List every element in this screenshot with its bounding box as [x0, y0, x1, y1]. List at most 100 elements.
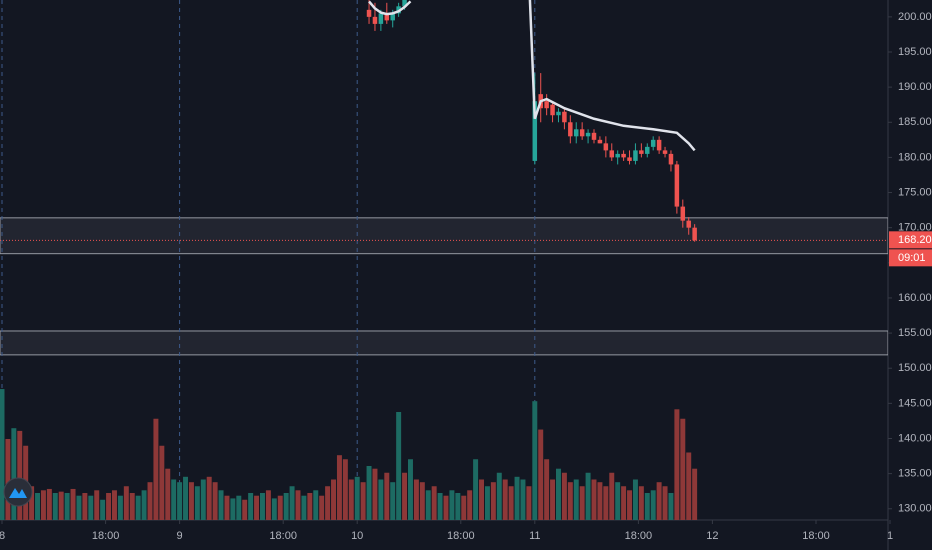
volume-bar [200, 479, 206, 520]
volume-bar [455, 493, 461, 520]
axes: 130.00 135.00 140.00 145.00 150.00 155.00 160.… [0, 11, 932, 542]
volume-bar [100, 499, 106, 520]
volume-bar [573, 479, 579, 520]
volume-bar [265, 490, 271, 520]
candle-body [615, 153, 620, 158]
volume-bar [29, 486, 35, 520]
candle-body [674, 164, 680, 207]
volume-bar [218, 490, 224, 520]
volume-bar [206, 476, 212, 520]
volume-bar [17, 430, 23, 520]
x-tick-label: 18:00 [625, 530, 653, 542]
volume-bar [230, 498, 236, 520]
y-tick-label: 200.00 [898, 11, 932, 23]
volume-bar [644, 493, 650, 520]
volume-bar [461, 495, 467, 520]
candle-body [656, 139, 662, 151]
volume-bar [35, 493, 41, 520]
volume-bar [64, 493, 70, 520]
zone [0, 217, 888, 255]
volume-bar [40, 490, 46, 520]
volume-bar [579, 486, 585, 520]
volume-bar [526, 486, 532, 520]
volume-bar [271, 498, 277, 520]
logo[interactable] [3, 477, 33, 507]
candle-body [603, 143, 609, 151]
volume-bar [295, 490, 301, 520]
candle-body [372, 16, 378, 24]
volume-bar [259, 493, 265, 520]
volume-bar [538, 429, 544, 520]
last-price-badge [889, 231, 932, 249]
volume-bar [555, 468, 561, 520]
candle-body [692, 227, 697, 241]
volume-bar [585, 472, 591, 520]
volume-bar [159, 445, 165, 520]
volume-bar [194, 486, 200, 520]
volume-bar [177, 482, 183, 520]
x-tick-label: 10 [351, 530, 363, 542]
candle-body [597, 139, 603, 144]
volume-bar [372, 468, 378, 520]
y-tick-label: 175.00 [898, 186, 932, 198]
candle-body [544, 101, 549, 109]
volume-bar [496, 472, 502, 520]
volume-bar [603, 486, 609, 520]
volume-bar [668, 493, 674, 520]
volume-bar [141, 490, 147, 520]
candle-body [378, 13, 384, 24]
candle-body [650, 139, 656, 147]
volume-bar [656, 482, 662, 520]
volume-bar [123, 486, 129, 520]
y-tick-label: 150.00 [898, 362, 932, 374]
y-tick-label: 185.00 [898, 116, 932, 128]
candle-body [556, 111, 561, 116]
volume-bar [437, 493, 443, 520]
volume-bar [117, 495, 123, 520]
volume-bar [331, 479, 337, 520]
volume-bar [443, 495, 449, 520]
candle-body [633, 150, 638, 161]
volume-bar [248, 493, 254, 520]
volume-bar [502, 479, 508, 520]
volume-bar [289, 486, 295, 520]
candle-body [568, 122, 573, 137]
countdown-label: 09:01 [898, 252, 926, 264]
volume-bar [188, 482, 194, 520]
volume-bar [242, 499, 248, 520]
y-tick-label: 160.00 [898, 292, 932, 304]
volume-bar [550, 479, 556, 520]
volume-bar [94, 490, 100, 520]
volume-bar [650, 490, 656, 520]
volume-bar [76, 495, 82, 520]
volume-bar [82, 493, 88, 520]
volume-bar [520, 479, 526, 520]
candle-body [621, 153, 626, 158]
y-tick-label: 135.00 [898, 468, 932, 480]
volume-bar [402, 472, 408, 520]
volume-bar [514, 476, 520, 520]
volume-bar [638, 486, 644, 520]
volume-bar [366, 466, 372, 520]
volume-bar [479, 479, 485, 520]
x-tick-label: 8 [0, 530, 5, 542]
volume-bar [407, 459, 413, 520]
candle-body [680, 206, 686, 221]
volume-bar [236, 495, 242, 520]
candle-body [573, 129, 579, 137]
volume-bar [212, 482, 218, 520]
volume-bar [52, 493, 58, 520]
volume-bar [319, 495, 325, 520]
candle-body [390, 13, 395, 21]
zone [0, 330, 888, 356]
y-tick-label: 195.00 [898, 46, 932, 58]
x-tick-label: 11 [529, 530, 540, 542]
volume-bar [490, 482, 496, 520]
y-tick-label: 130.00 [898, 503, 932, 515]
volume-bar [111, 490, 117, 520]
candle-body [384, 13, 390, 21]
volume-bar [680, 418, 686, 520]
candle-body [532, 101, 538, 161]
volume-bar [153, 418, 159, 520]
